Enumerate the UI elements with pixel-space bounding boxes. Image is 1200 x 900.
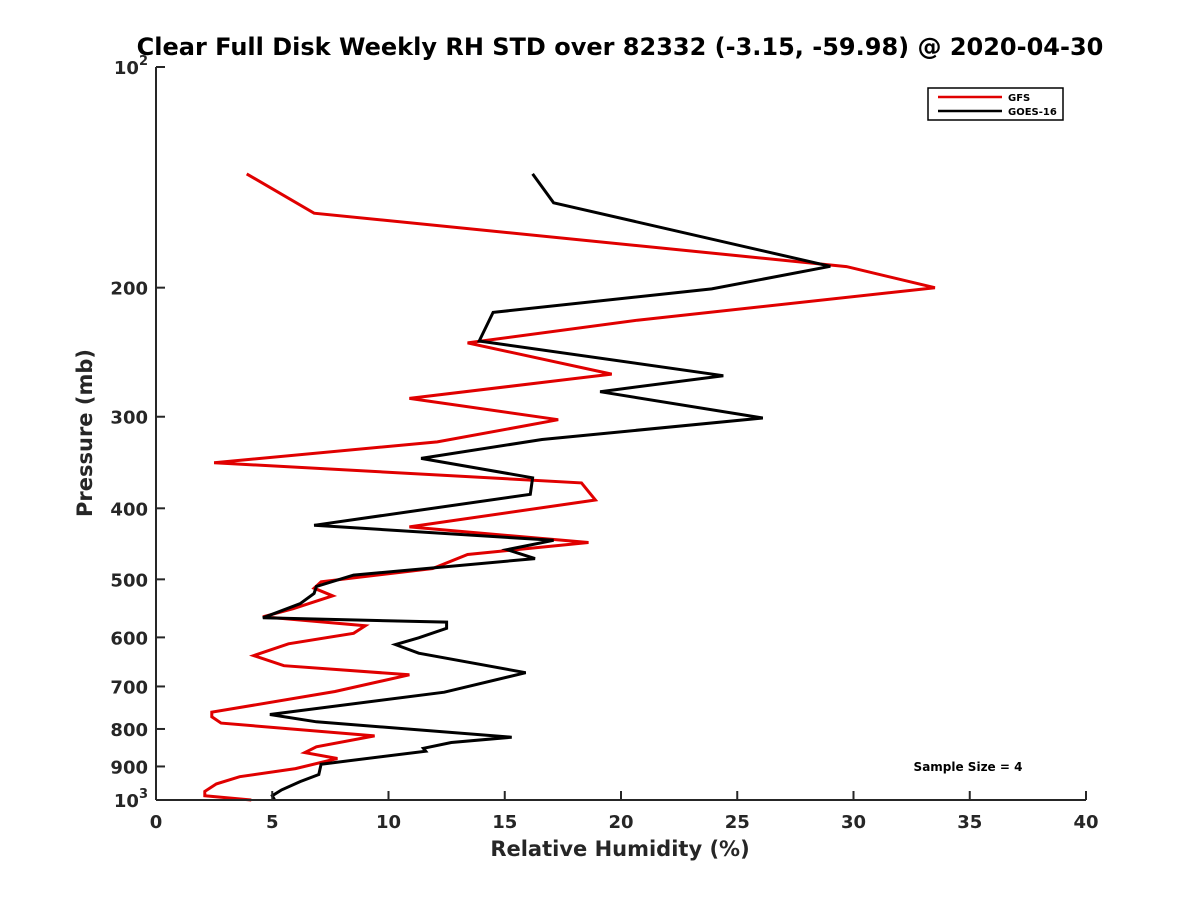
y-ticks: 102 200 300 400 500 600 700 800 900 103 xyxy=(110,54,165,812)
legend-box xyxy=(927,87,1064,121)
y-tick-label: 102 xyxy=(114,54,148,79)
plot-area xyxy=(203,172,936,802)
x-axis-label: Relative Humidity (%) xyxy=(490,837,749,861)
legend-label-goes16: GOES-16 xyxy=(1008,107,1057,118)
sample-size-annotation: Sample Size = 4 xyxy=(914,760,1023,774)
y-tick-label: 700 xyxy=(110,677,148,698)
x-tick-label: 30 xyxy=(841,812,866,833)
y-tick-label: 500 xyxy=(110,570,148,591)
y-tick-label: 200 xyxy=(110,279,148,300)
x-tick-label: 40 xyxy=(1073,812,1098,833)
y-tick-label: 300 xyxy=(110,408,148,429)
x-tick-label: 25 xyxy=(725,812,750,833)
y-tick-label: 103 xyxy=(114,787,148,812)
legend: GFS GOES-16 xyxy=(927,87,1064,121)
y-tick-label: 400 xyxy=(110,499,148,520)
x-tick-label: 10 xyxy=(376,812,401,833)
y-tick-label: 800 xyxy=(110,720,148,741)
x-tick-label: 20 xyxy=(608,812,633,833)
y-axis-label: Pressure (mb) xyxy=(73,349,97,517)
y-tick-label: 600 xyxy=(110,628,148,649)
x-tick-label: 15 xyxy=(492,812,517,833)
series-line-goes16 xyxy=(262,173,831,801)
x-ticks: 0 5 10 15 20 25 30 35 40 xyxy=(150,791,1099,833)
x-tick-label: 0 xyxy=(150,812,163,833)
chart-title: Clear Full Disk Weekly RH STD over 82332… xyxy=(137,33,1104,61)
y-tick-label: 900 xyxy=(110,757,148,778)
legend-label-gfs: GFS xyxy=(1008,93,1030,104)
x-tick-label: 5 xyxy=(266,812,279,833)
x-tick-label: 35 xyxy=(957,812,982,833)
